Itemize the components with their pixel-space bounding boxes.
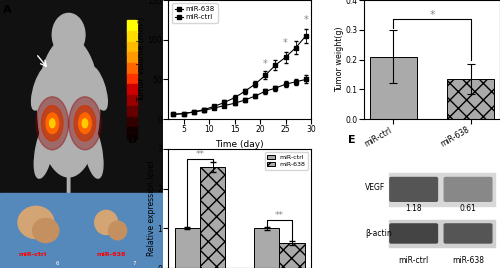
- Circle shape: [36, 97, 68, 150]
- Bar: [128, 52, 137, 64]
- Bar: [128, 74, 137, 86]
- FancyBboxPatch shape: [390, 224, 438, 243]
- Text: VEGF: VEGF: [366, 183, 386, 192]
- FancyBboxPatch shape: [444, 177, 492, 201]
- Text: D: D: [128, 135, 138, 145]
- Ellipse shape: [88, 67, 108, 110]
- Bar: [128, 84, 137, 96]
- Bar: [128, 127, 137, 139]
- Circle shape: [50, 119, 55, 128]
- Circle shape: [46, 113, 58, 134]
- FancyBboxPatch shape: [390, 177, 438, 201]
- Bar: [280, 243, 304, 268]
- Bar: [175, 228, 200, 268]
- Text: A: A: [4, 5, 12, 15]
- Text: miR-ctrl: miR-ctrl: [398, 256, 429, 265]
- Y-axis label: Relative expression level: Relative expression level: [147, 161, 156, 256]
- Ellipse shape: [32, 218, 59, 243]
- Circle shape: [74, 106, 96, 141]
- Ellipse shape: [38, 38, 100, 177]
- Ellipse shape: [52, 13, 85, 56]
- Text: **: **: [196, 150, 204, 159]
- Circle shape: [69, 97, 101, 150]
- Bar: [128, 42, 137, 54]
- Circle shape: [82, 119, 87, 128]
- Ellipse shape: [34, 122, 54, 178]
- Bar: [388, 220, 494, 247]
- Ellipse shape: [95, 210, 118, 234]
- Y-axis label: Tumor weight(g): Tumor weight(g): [336, 27, 344, 92]
- Text: 1.18: 1.18: [406, 204, 422, 213]
- Text: 0.61: 0.61: [460, 204, 476, 213]
- X-axis label: Time (day): Time (day): [216, 140, 264, 149]
- Circle shape: [78, 113, 91, 134]
- Bar: [128, 95, 137, 107]
- Text: E: E: [348, 135, 356, 145]
- Bar: [128, 31, 137, 43]
- Bar: [254, 228, 280, 268]
- Bar: [128, 63, 137, 75]
- Text: 6: 6: [56, 261, 59, 266]
- Bar: [370, 57, 416, 119]
- Text: *: *: [304, 16, 308, 25]
- Ellipse shape: [108, 221, 126, 240]
- Bar: [448, 79, 494, 119]
- Text: *: *: [283, 38, 288, 49]
- Text: **: **: [275, 211, 284, 219]
- Ellipse shape: [32, 67, 50, 110]
- FancyBboxPatch shape: [444, 224, 492, 243]
- Circle shape: [42, 106, 63, 141]
- Bar: [0, 0, 164, 193]
- Bar: [200, 167, 226, 268]
- Text: miR-ctrl: miR-ctrl: [18, 252, 47, 257]
- Bar: [128, 117, 137, 129]
- Legend: miR-ctrl, miR-638: miR-ctrl, miR-638: [264, 152, 308, 170]
- Text: *: *: [429, 10, 435, 20]
- Bar: [128, 20, 137, 32]
- Bar: [0, 193, 164, 268]
- Text: miR-638: miR-638: [96, 252, 126, 257]
- Text: β-actin: β-actin: [366, 229, 392, 238]
- Bar: [388, 173, 494, 206]
- FancyArrow shape: [65, 177, 72, 222]
- Ellipse shape: [84, 122, 103, 178]
- Ellipse shape: [18, 206, 54, 239]
- Bar: [128, 106, 137, 118]
- Text: *: *: [263, 59, 268, 69]
- Text: miR-638: miR-638: [452, 256, 484, 265]
- Y-axis label: Tumor volume (mm³): Tumor volume (mm³): [137, 17, 146, 102]
- Text: 7: 7: [132, 261, 136, 266]
- Legend: miR-638, miR-ctrl: miR-638, miR-ctrl: [172, 3, 218, 23]
